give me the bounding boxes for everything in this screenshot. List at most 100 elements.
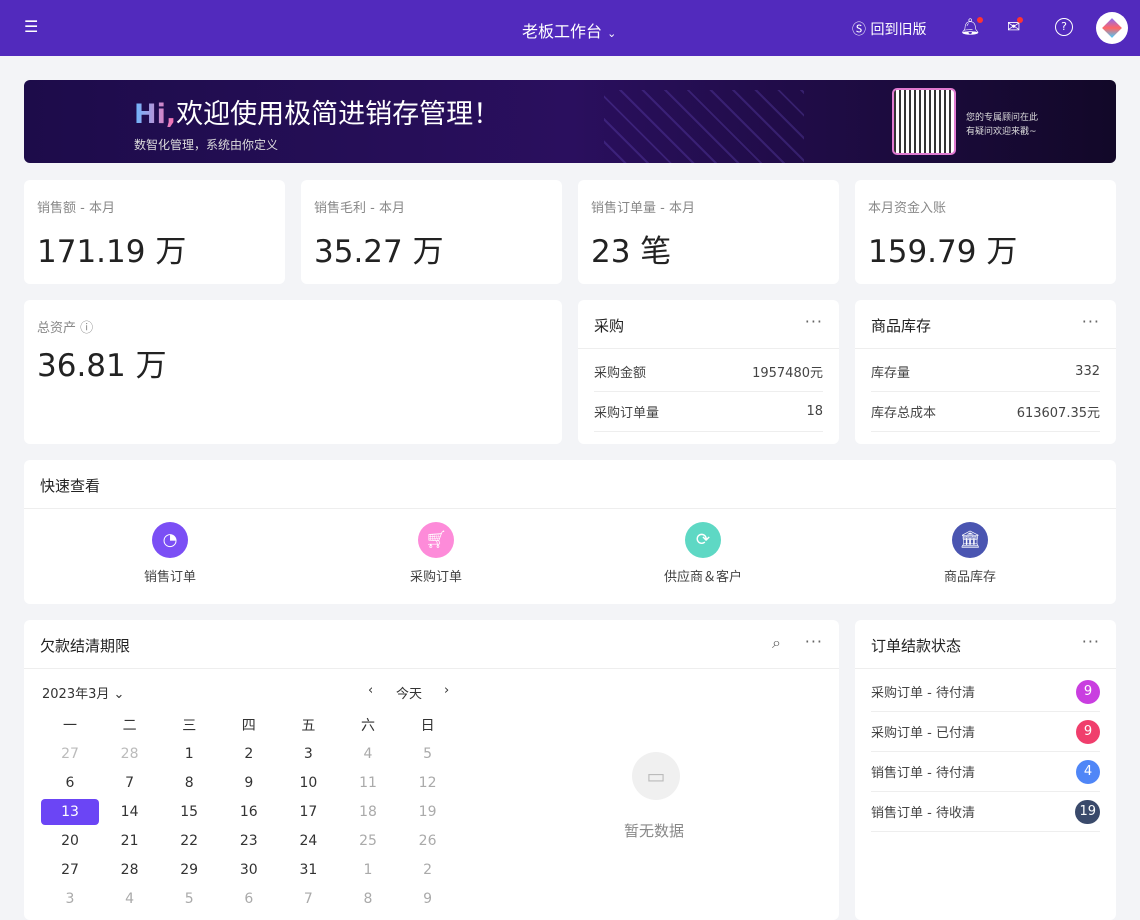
calendar-day[interactable]: 17 xyxy=(299,804,318,820)
order-status-label: 销售订单 - 待付清 xyxy=(871,766,975,781)
count-badge: 9 xyxy=(1076,679,1100,704)
calendar-day[interactable]: 16 xyxy=(239,804,258,820)
calendar-day[interactable]: 4 xyxy=(363,746,373,762)
calendar-day[interactable]: 29 xyxy=(180,862,199,878)
purchase-card: 采购 ··· 采购金额 1957480元 采购订单量 18 xyxy=(578,300,839,444)
stat-value: 171.19 万 xyxy=(37,234,187,270)
banner-illustration xyxy=(604,90,804,163)
order-status-row[interactable]: 采购订单 - 待付清 9 xyxy=(871,672,1100,712)
calendar-day[interactable]: 20 xyxy=(61,833,79,849)
today-button[interactable]: 今天 xyxy=(396,687,423,702)
total-assets-card: 总资产 ⓘ 36.81 万 xyxy=(24,300,562,444)
calendar-day[interactable]: 1 xyxy=(184,746,194,762)
calendar-day[interactable]: 3 xyxy=(65,891,75,907)
qr-code xyxy=(892,88,956,155)
calendar-day[interactable]: 22 xyxy=(180,833,199,849)
calendar-day[interactable]: 31 xyxy=(299,862,318,878)
card-title: 快速查看 xyxy=(40,477,101,495)
stat-card-orders[interactable]: 销售订单量 - 本月 23 笔 xyxy=(578,180,839,284)
calendar-day[interactable]: 6 xyxy=(65,775,75,791)
calendar-day[interactable]: 9 xyxy=(423,891,433,907)
info-icon[interactable]: ⓘ xyxy=(80,321,94,336)
debt-deadline-card: 欠款结清期限 ⌕ ··· 2023年3月 ⌄ ‹ 今天 › ▭ 暂无数据 xyxy=(24,620,839,920)
bank-icon: 🏛︎ xyxy=(952,522,988,558)
consultant-line1: 您的专属顾问在此 xyxy=(966,113,1039,123)
stat-card-income[interactable]: 本月资金入账 159.79 万 xyxy=(855,180,1116,284)
calendar-day[interactable]: 27 xyxy=(61,862,79,878)
stat-card-sales[interactable]: 销售额 - 本月 171.19 万 xyxy=(24,180,285,284)
calendar-day[interactable]: 30 xyxy=(239,862,258,878)
bell-icon[interactable]: 🔔︎ xyxy=(960,17,984,36)
calendar-day[interactable]: 7 xyxy=(303,891,313,907)
order-payment-status-card: 订单结款状态 ··· 采购订单 - 待付清 9 采购订单 - 已付清 9 销售订单 - 待… xyxy=(855,620,1116,920)
order-status-row[interactable]: 销售订单 - 待付清 4 xyxy=(871,752,1100,792)
assets-value: 36.81 万 xyxy=(37,348,167,384)
calendar-day[interactable]: 14 xyxy=(120,804,139,820)
chevron-down-icon: ⌄ xyxy=(113,687,125,702)
order-status-label: 销售订单 - 待收清 xyxy=(871,806,975,821)
more-icon[interactable]: ··· xyxy=(804,312,823,331)
weekday-label: 日 xyxy=(420,718,435,734)
empty-inbox-icon: ▭ xyxy=(632,752,680,800)
next-month-button[interactable]: › xyxy=(444,683,450,698)
more-icon[interactable]: ··· xyxy=(1081,632,1100,651)
banner-title: 欢迎使用极简进销存管理！ xyxy=(176,99,501,130)
calendar-day[interactable]: 9 xyxy=(244,775,254,791)
calendar-day[interactable]: 2 xyxy=(244,746,254,762)
calendar-day[interactable]: 1 xyxy=(363,862,373,878)
stat-label: 销售订单量 - 本月 xyxy=(591,201,695,216)
calendar-day[interactable]: 24 xyxy=(299,833,318,849)
order-status-row[interactable]: 销售订单 - 待收清 19 xyxy=(871,792,1100,832)
calendar-day[interactable]: 7 xyxy=(125,775,135,791)
inbox-icon[interactable]: ✉ xyxy=(1007,17,1024,36)
help-icon[interactable]: ? xyxy=(1055,18,1073,36)
quick-inventory[interactable]: 🏛︎ 商品库存 xyxy=(910,522,1030,585)
workspace-switcher[interactable]: 老板工作台 ⌄ xyxy=(522,18,616,42)
pie-chart-icon: ◔ xyxy=(152,522,188,558)
month-select[interactable]: 2023年3月 ⌄ xyxy=(42,687,125,702)
calendar-day[interactable]: 19 xyxy=(418,804,437,820)
calendar-day[interactable]: 27 xyxy=(61,746,79,762)
top-bar: ☰ 老板工作台 ⌄ Ⓢ 回到旧版 🔔︎ ✉ ? xyxy=(0,0,1140,56)
quick-sales-orders[interactable]: ◔ 销售订单 xyxy=(110,522,230,585)
quick-view-card: 快速查看 ◔ 销售订单 🛒︎ 采购订单 ⟳ 供应商＆客户 🏛︎ 商品库存 xyxy=(24,460,1116,604)
calendar-day[interactable]: 3 xyxy=(303,746,313,762)
calendar-day[interactable]: 26 xyxy=(418,833,437,849)
empty-text: 暂无数据 xyxy=(624,822,685,840)
calendar-day[interactable]: 28 xyxy=(120,746,139,762)
calendar-day[interactable]: 21 xyxy=(120,833,139,849)
calendar-day[interactable]: 6 xyxy=(244,891,254,907)
old-version-button[interactable]: Ⓢ 回到旧版 xyxy=(852,19,926,39)
quick-suppliers-customers[interactable]: ⟳ 供应商＆客户 xyxy=(643,522,763,585)
calendar-day[interactable]: 8 xyxy=(363,891,373,907)
calendar-day[interactable]: 2 xyxy=(423,862,433,878)
calendar-day[interactable]: 25 xyxy=(359,833,377,849)
prev-month-button[interactable]: ‹ xyxy=(368,683,374,698)
quick-purchase-orders[interactable]: 🛒︎ 采购订单 xyxy=(376,522,496,585)
calendar-day[interactable]: 11 xyxy=(359,775,377,791)
kv-row: 库存量 332 xyxy=(871,352,1100,392)
refresh-icon: ⟳ xyxy=(685,522,721,558)
menu-icon[interactable]: ☰ xyxy=(24,17,39,36)
calendar-day[interactable]: 18 xyxy=(359,804,377,820)
calendar-day[interactable]: 12 xyxy=(418,775,437,791)
calendar-day[interactable]: 23 xyxy=(239,833,258,849)
calendar-day[interactable]: 8 xyxy=(184,775,194,791)
search-icon[interactable]: ⌕ xyxy=(772,633,781,652)
calendar-day[interactable]: 15 xyxy=(180,804,199,820)
calendar-day[interactable]: 5 xyxy=(184,891,194,907)
calendar-day[interactable]: 4 xyxy=(125,891,135,907)
avatar[interactable] xyxy=(1096,12,1128,44)
kv-row: 采购订单量 18 xyxy=(594,392,823,432)
kv-row: 库存总成本 613607.35元 xyxy=(871,392,1100,432)
calendar-day[interactable]: 28 xyxy=(120,862,139,878)
calendar-day[interactable]: 10 xyxy=(299,775,318,791)
card-title: 采购 xyxy=(594,317,625,335)
order-status-row[interactable]: 采购订单 - 已付清 9 xyxy=(871,712,1100,752)
more-icon[interactable]: ··· xyxy=(1081,312,1100,331)
calendar-day[interactable]: 5 xyxy=(423,746,433,762)
more-icon[interactable]: ··· xyxy=(804,632,823,651)
stat-card-profit[interactable]: 销售毛利 - 本月 35.27 万 xyxy=(301,180,562,284)
stat-value: 35.27 万 xyxy=(314,234,444,270)
calendar-day-selected[interactable]: 13 xyxy=(41,799,99,825)
